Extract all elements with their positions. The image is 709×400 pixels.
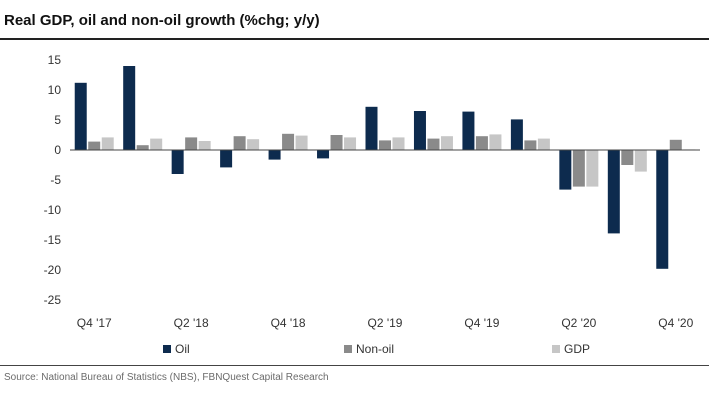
bar-oil-10 [559,150,572,190]
legend-swatch-gdp [552,345,560,353]
title-divider [0,38,709,40]
x-tick-label: Q4 '19 [464,316,499,330]
source-divider [0,365,709,366]
y-tick-label: 0 [54,143,61,157]
bar-oil-6 [365,106,378,150]
bar-gdp-5 [344,137,357,150]
legend-swatch-non-oil [344,345,352,353]
bar-oil-2 [171,150,184,174]
bar-gdp-3 [247,139,260,150]
bar-oil-9 [510,119,523,150]
bar-gdp-4 [295,135,308,150]
bar-non-oil-6 [379,140,391,150]
bar-oil-7 [413,111,426,150]
legend-label-gdp: GDP [564,342,590,356]
source-note: Source: National Bureau of Statistics (N… [4,372,329,383]
bar-gdp-7 [440,136,453,150]
bar-gdp-10 [586,150,599,187]
bar-non-oil-9 [524,140,537,150]
bar-non-oil-10 [572,150,585,187]
x-tick-label: Q2 '19 [368,316,403,330]
bar-non-oil-8 [475,136,488,150]
bar-gdp-1 [150,138,163,150]
bar-non-oil-7 [427,138,440,150]
legend-label-non-oil: Non-oil [356,342,394,356]
bar-oil-0 [74,82,87,150]
bar-oil-3 [220,150,233,168]
x-tick-label: Q4 '18 [271,316,306,330]
legend: Oil Non-oil GDP [163,342,590,356]
y-tick-label: -5 [50,173,61,187]
y-tick-label: -20 [44,263,62,277]
bar-oil-11 [607,150,620,234]
axis-layer: 15 10 5 0 -5 -10 -15 -20 -25 Q4 '17 Q2 '18 Q4 '18 Q2… [44,53,700,330]
bar-non-oil-4 [282,133,295,150]
y-tick-label: 5 [54,113,61,127]
bar-gdp-11 [634,150,647,172]
bar-oil-4 [268,150,281,160]
y-tick-label: -25 [44,293,62,307]
x-tick-label: Q2 '20 [561,316,596,330]
y-tick-label: -15 [44,233,62,247]
bar-non-oil-0 [88,141,101,150]
bar-non-oil-1 [136,145,149,150]
y-tick-label: -10 [44,203,62,217]
legend-swatch-oil [163,345,171,353]
bar-gdp-6 [392,137,405,150]
x-tick-label: Q2 '18 [174,316,209,330]
bar-oil-5 [317,150,330,159]
legend-label-oil: Oil [175,342,190,356]
y-tick-label: 10 [48,83,62,97]
bar-gdp-0 [101,137,114,150]
x-tick-label: Q4 '17 [77,316,112,330]
bar-gdp-2 [198,141,211,150]
chart-title: Real GDP, oil and non-oil growth (%chg; … [4,12,320,29]
bar-gdp-8 [489,134,502,150]
y-tick-label: 15 [48,53,62,67]
bar-non-oil-2 [185,137,198,150]
bar-non-oil-3 [233,136,246,150]
bar-non-oil-5 [330,135,343,150]
x-tick-label: Q4 '20 [658,316,693,330]
bar-oil-8 [462,111,475,150]
bar-non-oil-11 [621,150,634,165]
bar-oil-12 [656,150,669,269]
bar-gdp-9 [537,138,550,150]
bar-oil-1 [123,66,136,150]
bar-non-oil-12 [669,139,682,150]
bars-layer [74,66,696,269]
